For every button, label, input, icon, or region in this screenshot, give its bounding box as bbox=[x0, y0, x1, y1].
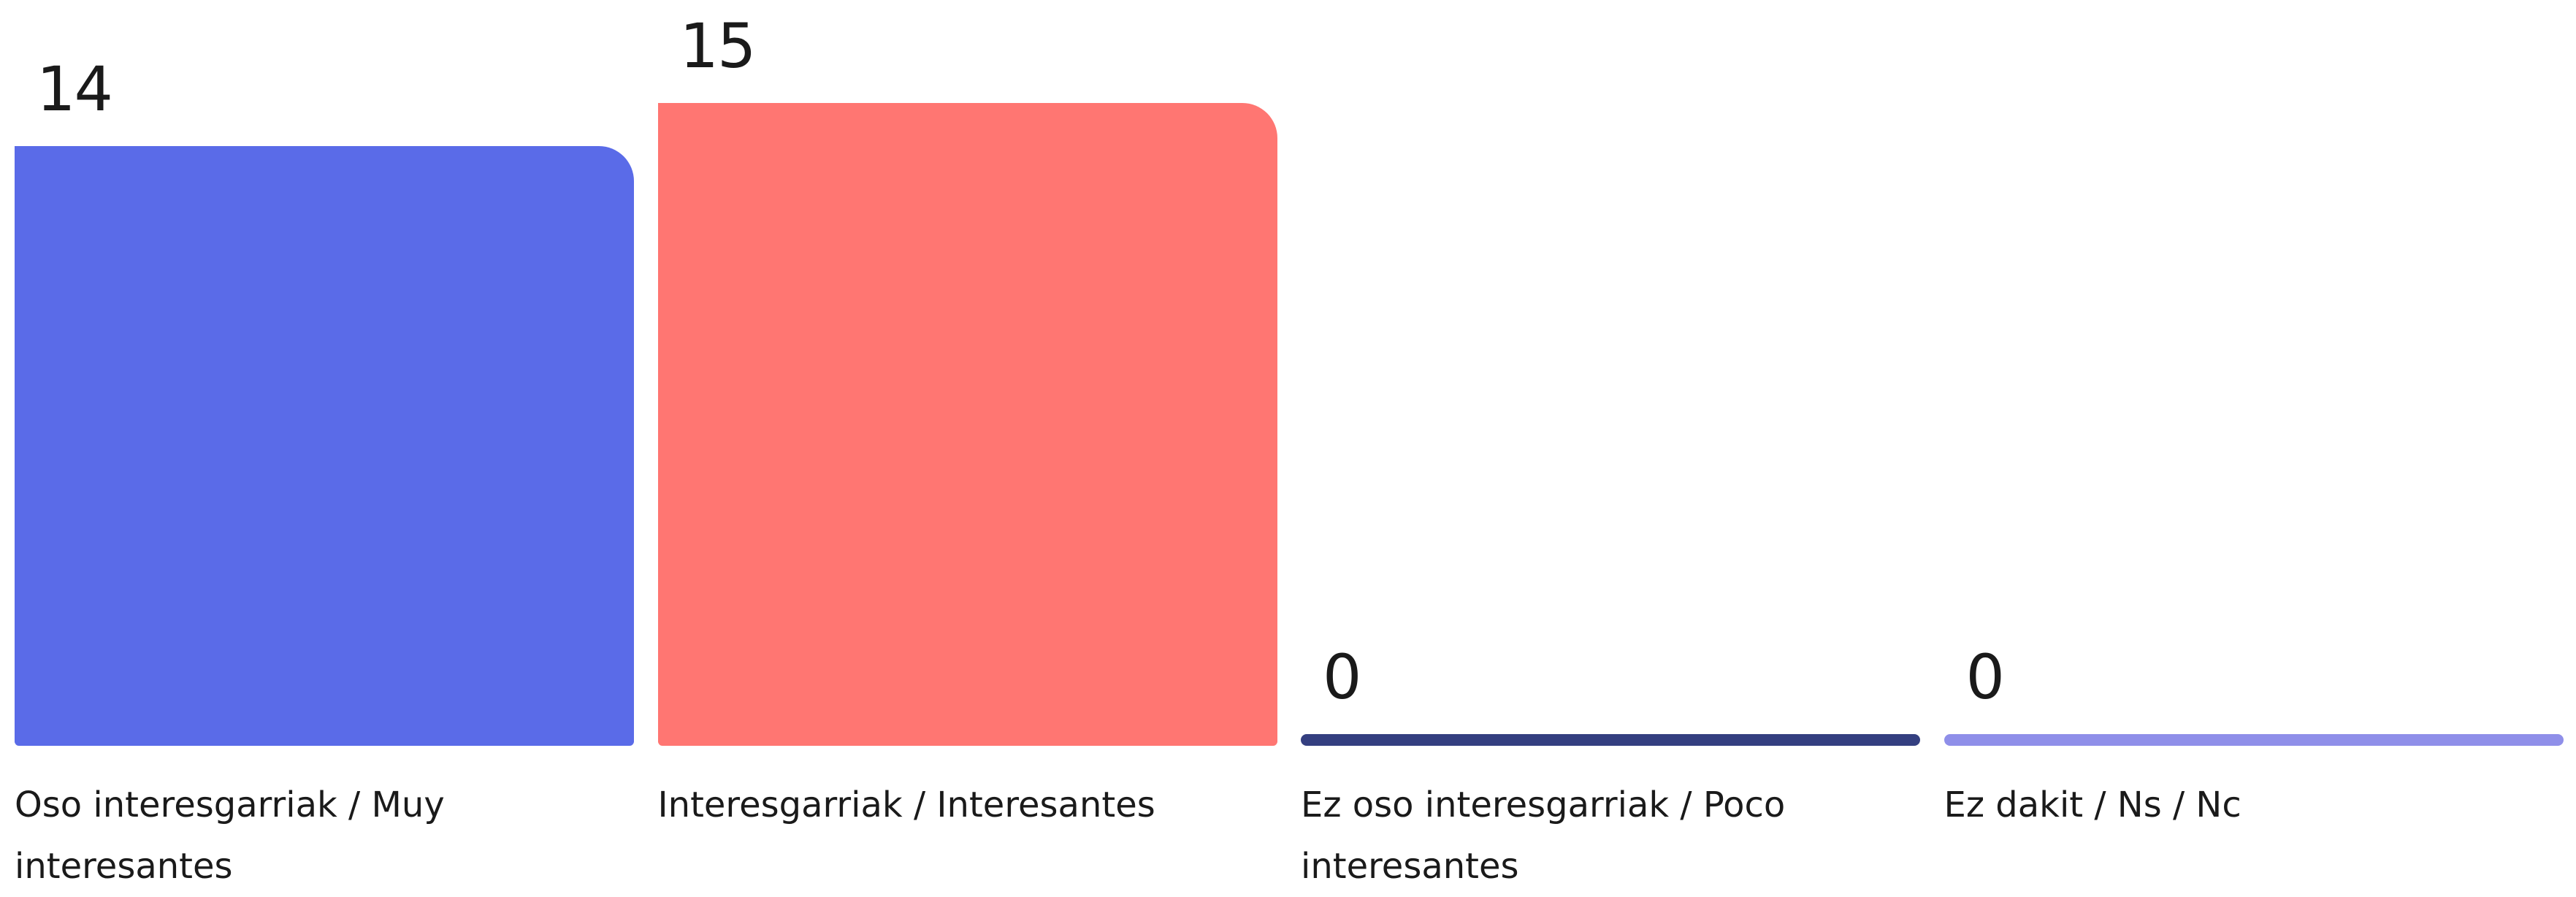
category-label: Ez oso interesgarriak / Poco interesante… bbox=[1301, 785, 1786, 887]
category-label: Ez dakit / Ns / Nc bbox=[1944, 785, 2241, 825]
value-label: 0 bbox=[1323, 641, 1361, 713]
value-label: 14 bbox=[37, 53, 113, 125]
value-label: 0 bbox=[1965, 641, 2005, 713]
bar bbox=[657, 103, 1277, 746]
category-label: Interesgarriak / Interesantes bbox=[657, 785, 1155, 825]
bar bbox=[1301, 734, 1920, 746]
bar bbox=[15, 145, 634, 746]
category-label: Oso interesgarriak / Muy interesantes bbox=[15, 785, 445, 887]
value-label: 15 bbox=[679, 10, 757, 82]
bar bbox=[1944, 734, 2564, 746]
